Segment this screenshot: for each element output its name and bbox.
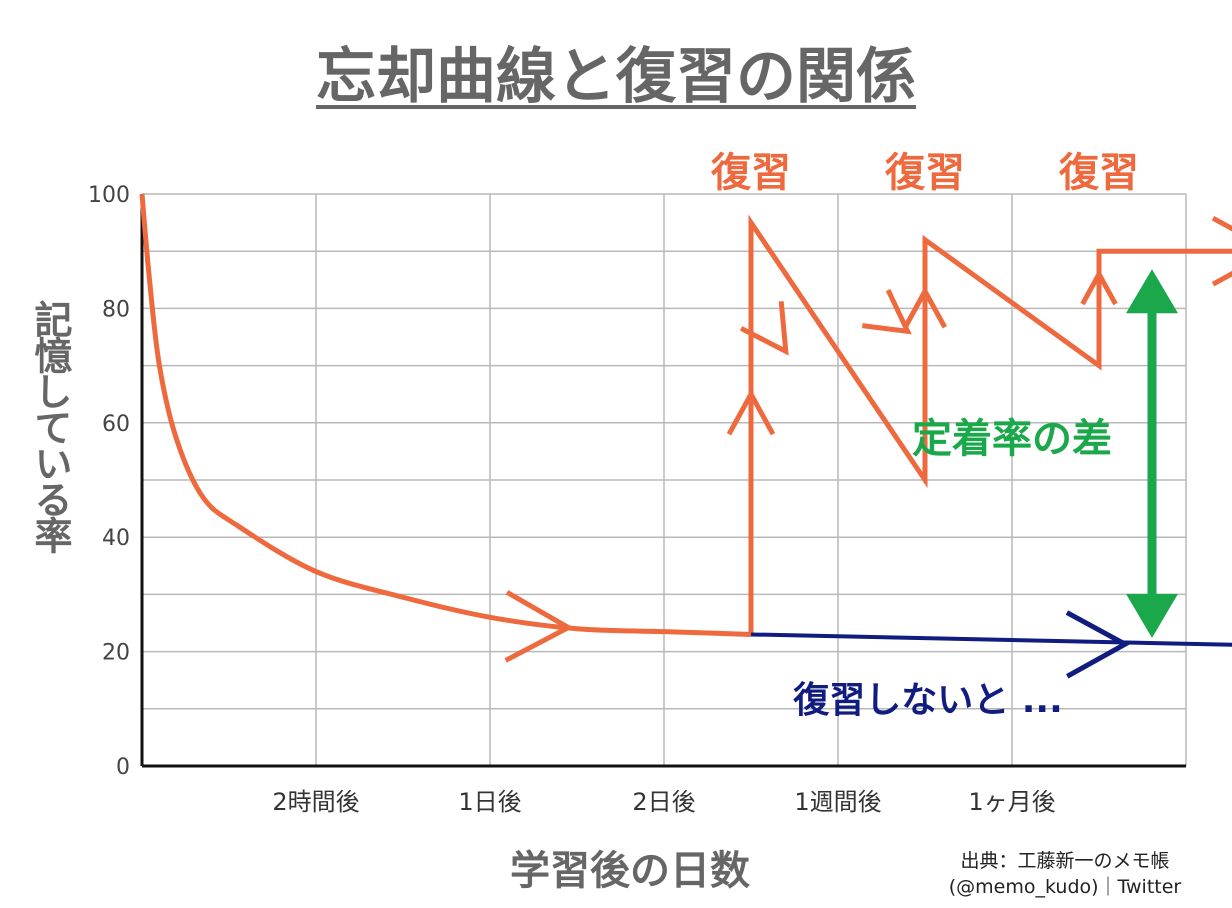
x-tick-label: 1週間後: [794, 788, 881, 816]
y-tick-label: 100: [88, 183, 130, 208]
series-with-review: [748, 214, 1232, 635]
y-axis-label: 記憶している率: [28, 300, 72, 552]
review-arrow-up-2: [903, 286, 947, 329]
x-tick-label: 1日後: [458, 788, 521, 816]
y-tick-label: 60: [102, 412, 130, 437]
grid: [142, 193, 1187, 766]
decay-arrow-2: [861, 288, 912, 335]
page-title: 忘却曲線と復習の関係: [316, 42, 916, 112]
y-tick-label: 80: [102, 297, 130, 322]
x-tick-label: 2日後: [632, 788, 695, 816]
no-review-label: 復習しないと ...: [792, 680, 1063, 721]
axes: 0 20 40 60 80 100 2時間後 1日後 2日後 1週間後 1ヶ月後: [88, 183, 1186, 816]
y-tick-label: 20: [102, 641, 130, 666]
arrows: [504, 216, 1232, 679]
source-line-2: (@memo_kudo)｜Twitter: [948, 876, 1182, 898]
forgetting-arrow-head: [504, 590, 574, 663]
decay-arrow-1: [739, 301, 789, 356]
x-axis-label: 学習後の日数: [510, 848, 750, 894]
review-arrow-up-1: [726, 389, 776, 436]
y-tick-label: 40: [102, 526, 130, 551]
labels: 復習 復習 復習定着率の差復習しないと ...: [710, 150, 1139, 721]
review-label-3: 復習: [1058, 150, 1139, 196]
review-label-1: 復習: [710, 150, 791, 196]
source-credit: 出典：工藤新一のメモ帳 (@memo_kudo)｜Twitter: [905, 848, 1225, 900]
source-line-1: 出典：工藤新一のメモ帳: [960, 850, 1170, 872]
x-tick-label: 1ヶ月後: [968, 788, 1055, 816]
series-no-review: [750, 632, 1232, 647]
x-tick-label: 2時間後: [272, 788, 359, 816]
gap-arrow-head-top: [1126, 269, 1178, 314]
retention-gap-label: 定着率の差: [912, 416, 1112, 462]
no-review-arrow-head: [1065, 610, 1131, 679]
review-arrow-up-3: [1080, 268, 1118, 306]
series-forgetting-curve: [139, 193, 752, 637]
y-tick-label: 0: [116, 755, 130, 780]
series: [139, 193, 1232, 647]
review-label-2: 復習: [884, 150, 965, 196]
gap-arrow-head-bottom: [1126, 593, 1178, 638]
